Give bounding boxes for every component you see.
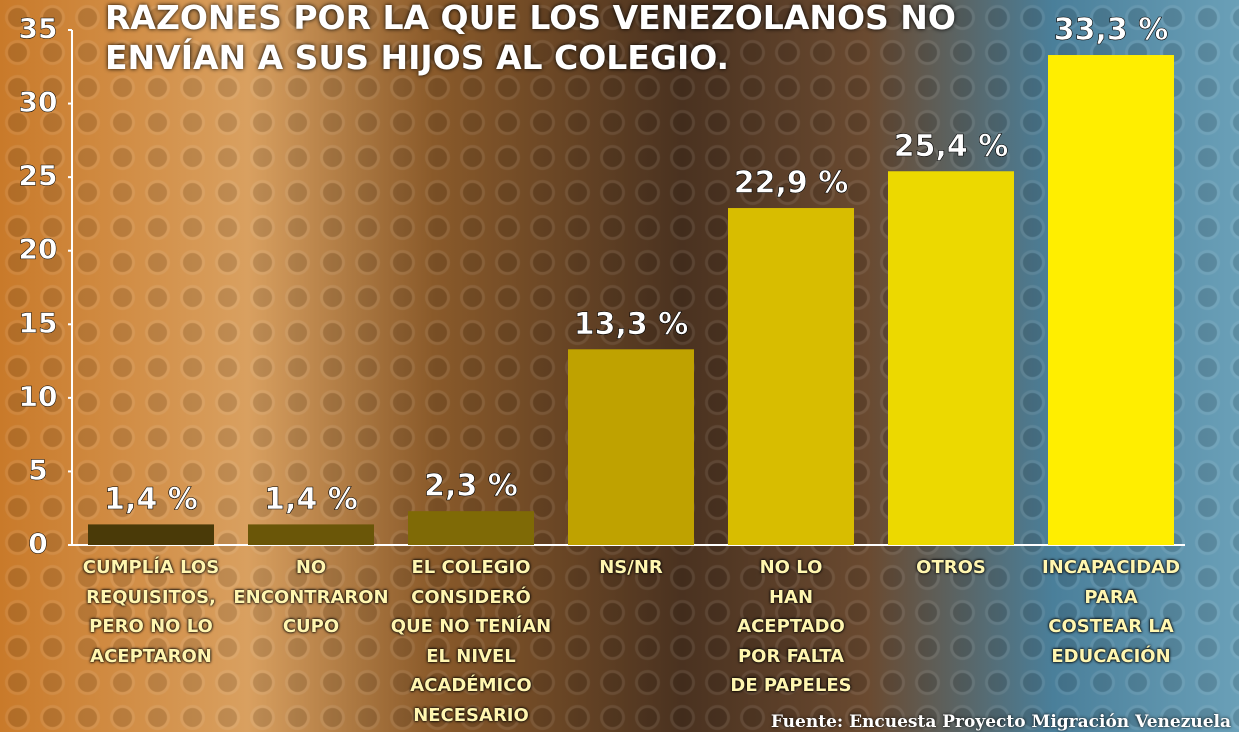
bar	[888, 171, 1014, 545]
x-tick-label: OTROS	[866, 553, 1036, 583]
bar	[248, 524, 374, 545]
x-tick-label: CUMPLÍA LOS REQUISITOS, PERO NO LO ACEPT…	[66, 553, 236, 671]
y-tick-label: 25	[19, 159, 58, 192]
value-label: 2,3 %	[424, 469, 518, 504]
chart-title: DE INTEGRACIÓN. ESTAS SON LAS PRINCIPALE…	[105, 0, 985, 78]
y-tick-label: 0	[28, 527, 47, 560]
y-tick-label: 30	[19, 86, 58, 119]
bar	[408, 511, 534, 545]
bar	[88, 524, 214, 545]
x-tick-label: NS/NR	[546, 553, 716, 583]
x-tick-label: NO LO HAN ACEPTADO POR FALTA DE PAPELES	[706, 553, 876, 701]
value-label: 1,4 %	[264, 482, 358, 517]
source-note: Fuente: Encuesta Proyecto Migración Vene…	[771, 712, 1231, 732]
bar	[1048, 55, 1174, 545]
value-label: 13,3 %	[574, 307, 689, 342]
value-label: 25,4 %	[894, 129, 1009, 164]
bar	[568, 349, 694, 545]
y-tick-label: 35	[19, 12, 58, 45]
y-tick-label: 10	[19, 380, 58, 413]
bar	[728, 208, 854, 545]
y-tick-label: 5	[28, 453, 47, 486]
x-tick-label: NO ENCONTRARON CUPO	[226, 553, 396, 642]
y-tick-label: 20	[19, 233, 58, 266]
value-label: 22,9 %	[734, 166, 849, 201]
x-tick-label: EL COLEGIO CONSIDERÓ QUE NO TENÍAN EL NI…	[386, 553, 556, 730]
value-label: 33,3 %	[1054, 13, 1169, 48]
x-tick-label: INCAPACIDAD PARA COSTEAR LA EDUCACIÓN	[1026, 553, 1196, 671]
infographic: 0 5 10 15 20 25 30 35 1,4 % 1,4 % 2,3 % 13,3 % 22,9 …	[0, 0, 1239, 732]
y-tick-label: 15	[19, 306, 58, 339]
value-label: 1,4 %	[104, 482, 198, 517]
